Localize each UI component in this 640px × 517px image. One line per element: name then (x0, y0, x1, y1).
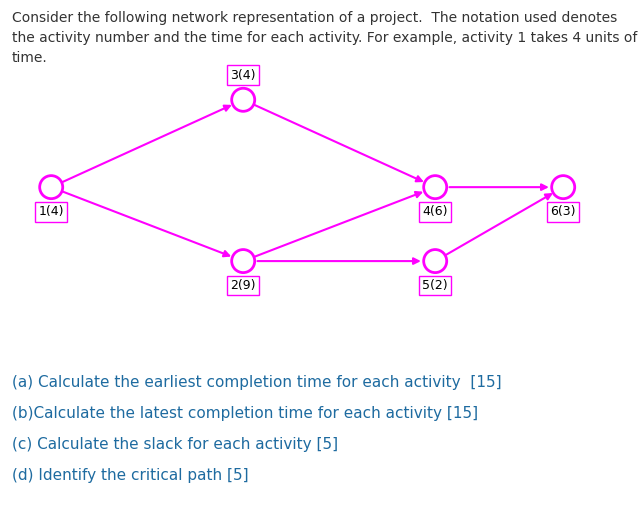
Text: 3(4): 3(4) (230, 69, 256, 82)
Text: (c) Calculate the slack for each activity [5]: (c) Calculate the slack for each activit… (12, 437, 338, 452)
Text: the activity number and the time for each activity. For example, activity 1 take: the activity number and the time for eac… (12, 31, 637, 45)
Text: (d) Identify the critical path [5]: (d) Identify the critical path [5] (12, 468, 248, 483)
Text: 2(9): 2(9) (230, 279, 256, 292)
Text: time.: time. (12, 51, 47, 65)
Text: (b)Calculate the latest completion time for each activity [15]: (b)Calculate the latest completion time … (12, 406, 477, 421)
Text: 5(2): 5(2) (422, 279, 448, 292)
Text: 6(3): 6(3) (550, 205, 576, 218)
Text: (a) Calculate the earliest completion time for each activity  [15]: (a) Calculate the earliest completion ti… (12, 375, 501, 390)
Text: 4(6): 4(6) (422, 205, 448, 218)
Text: 1(4): 1(4) (38, 205, 64, 218)
Text: Consider the following network representation of a project.  The notation used d: Consider the following network represent… (12, 11, 617, 25)
